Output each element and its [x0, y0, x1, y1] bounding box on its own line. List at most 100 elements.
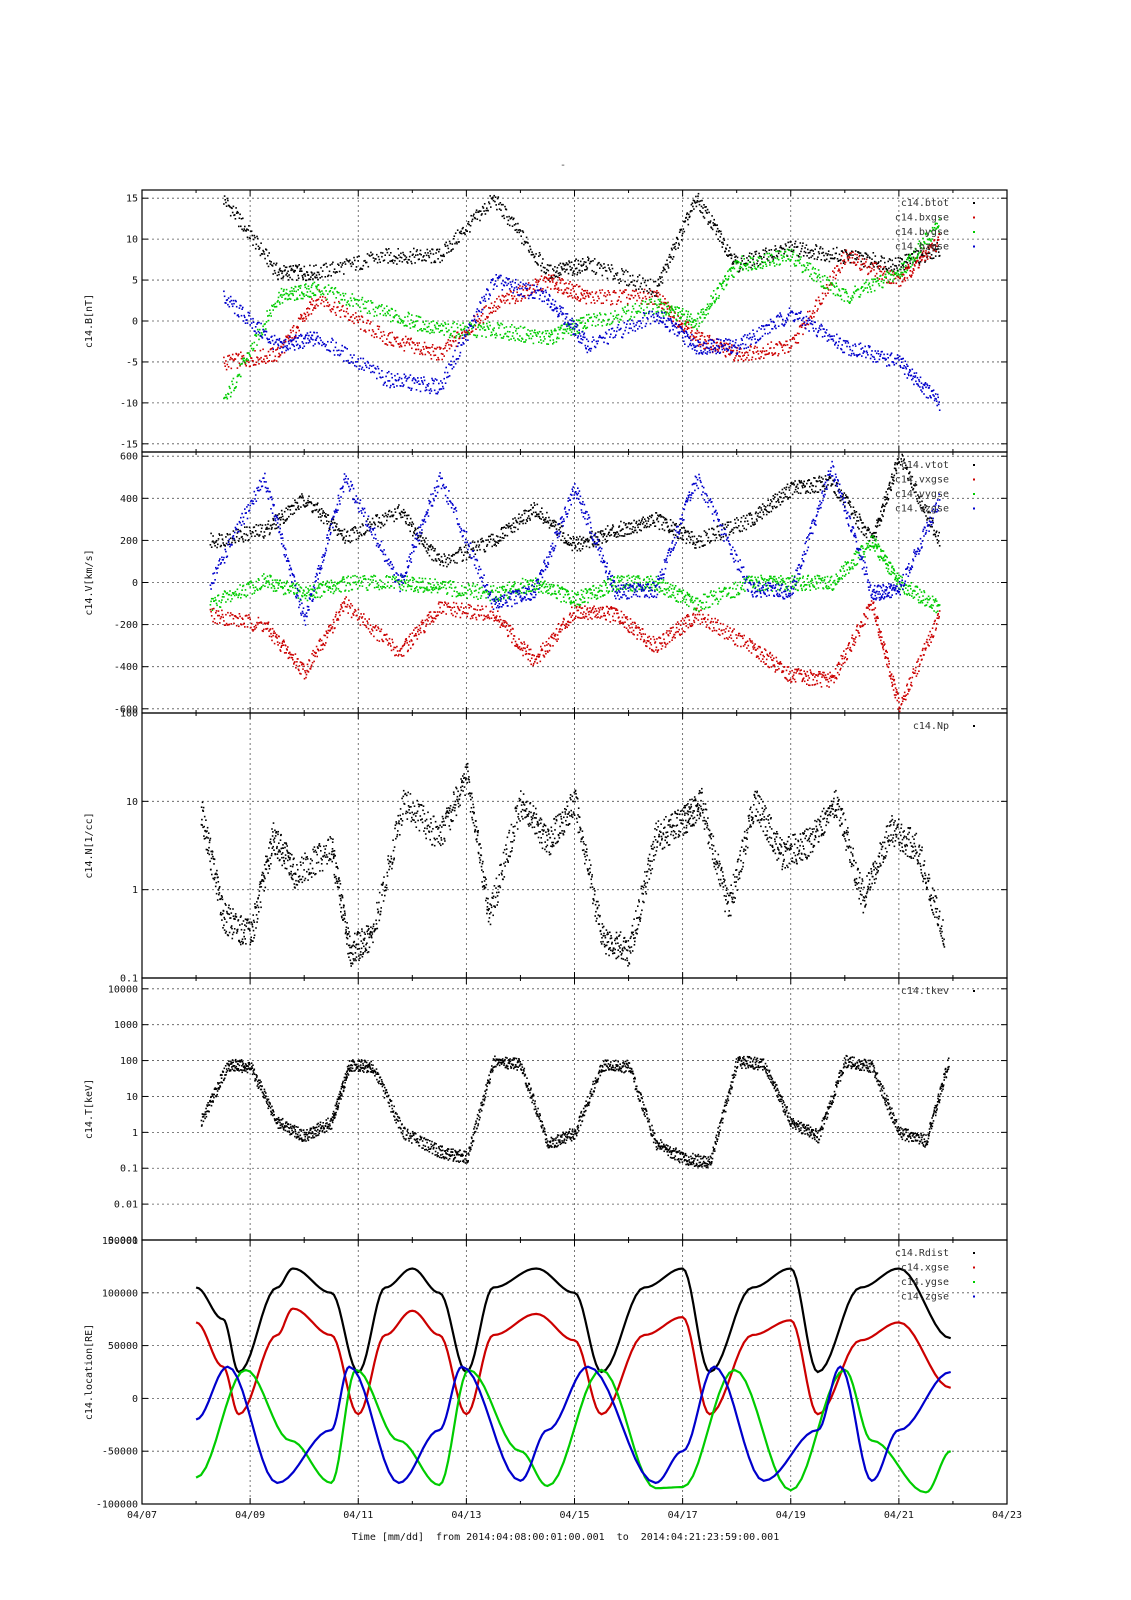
data-point [233, 539, 236, 542]
data-point [877, 283, 880, 285]
data-point [402, 338, 404, 340]
data-point [674, 248, 677, 251]
data-point [550, 264, 552, 267]
data-point [329, 264, 332, 266]
data-point [329, 309, 332, 311]
data-point [916, 376, 919, 379]
data-point [890, 352, 893, 354]
data-point [508, 278, 510, 280]
data-point [905, 366, 907, 368]
data-point [742, 360, 745, 362]
data-point [774, 324, 777, 327]
data-point [359, 318, 361, 321]
data-point [607, 264, 609, 266]
data-point [899, 257, 901, 259]
data-point [763, 328, 766, 331]
data-point [626, 320, 629, 322]
data-point [647, 292, 649, 295]
data-point [541, 332, 543, 335]
data-point [842, 262, 845, 264]
data-point [752, 329, 754, 331]
data-point [696, 200, 699, 202]
data-point [626, 310, 628, 312]
data-point [372, 257, 375, 259]
data-point [233, 389, 235, 392]
data-point [519, 229, 521, 231]
data-point [454, 362, 457, 365]
data-point [612, 291, 615, 293]
data-point [332, 261, 334, 264]
data-point [487, 209, 489, 212]
data-point [386, 251, 389, 254]
data-point [258, 535, 260, 537]
data-point [842, 339, 845, 342]
data-point [689, 342, 692, 345]
data-point [373, 521, 375, 523]
data-point [383, 382, 386, 385]
data-point [748, 349, 751, 352]
data-point [685, 321, 687, 323]
data-point [536, 331, 539, 334]
data-point [401, 511, 403, 513]
data-point [579, 341, 581, 344]
data-point [476, 313, 479, 316]
data-point [613, 330, 615, 332]
data-point [929, 257, 932, 259]
data-point [904, 270, 907, 273]
data-point [458, 335, 461, 338]
data-point [585, 327, 588, 329]
data-point [571, 274, 574, 276]
data-point [884, 261, 886, 264]
data-point [904, 279, 907, 282]
data-point [254, 333, 257, 336]
data-point [586, 289, 589, 292]
data-point [428, 352, 431, 354]
data-point [304, 320, 306, 322]
data-point [454, 232, 457, 234]
data-point [735, 262, 738, 265]
data-point [557, 272, 560, 275]
data-point [301, 314, 303, 317]
data-point [363, 260, 365, 262]
data-point [406, 514, 409, 517]
data-point [516, 231, 518, 234]
data-point [541, 300, 543, 303]
data-point [631, 294, 633, 297]
data-point [716, 224, 718, 226]
data-point [892, 263, 894, 266]
data-point [313, 265, 315, 267]
data-point [287, 279, 290, 281]
data-point [408, 522, 411, 524]
data-point [706, 353, 708, 355]
data-point [442, 253, 445, 256]
data-point [544, 289, 547, 292]
data-point [854, 343, 856, 345]
data-point [825, 329, 828, 331]
data-point [544, 267, 546, 269]
data-point [844, 288, 847, 291]
data-point [252, 238, 255, 241]
data-point [610, 322, 613, 325]
data-point [503, 296, 506, 298]
data-point [333, 301, 336, 304]
data-point [274, 527, 276, 530]
data-point [500, 337, 503, 339]
data-point [388, 248, 390, 250]
data-point [285, 274, 287, 276]
series-c14.bxgse [223, 233, 941, 371]
data-point [604, 331, 607, 334]
data-point [398, 260, 401, 262]
data-point [349, 316, 352, 319]
data-point [490, 281, 492, 284]
data-point [331, 337, 333, 340]
data-point [680, 322, 683, 324]
data-point [881, 350, 883, 353]
data-point [642, 290, 645, 293]
data-point [388, 380, 391, 382]
data-point [593, 270, 595, 273]
data-point [812, 327, 814, 330]
data-point [665, 319, 668, 322]
data-point [924, 259, 926, 262]
data-point [525, 241, 527, 243]
data-point [702, 311, 705, 313]
